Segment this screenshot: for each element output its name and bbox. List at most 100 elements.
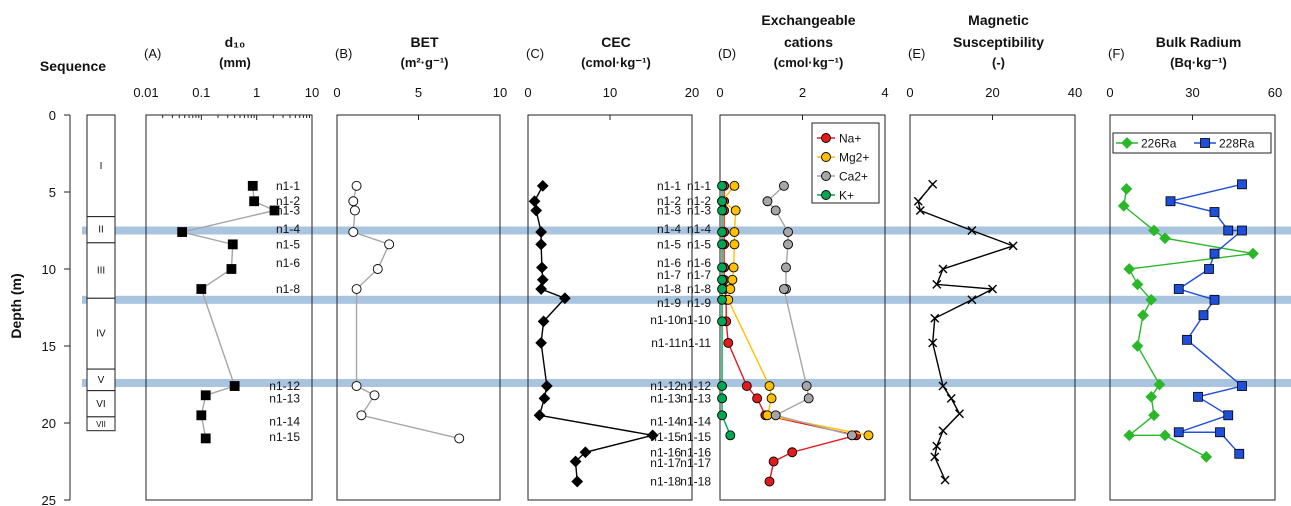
- sample-label: n1-7: [657, 268, 681, 282]
- data-point: [349, 205, 360, 216]
- sample-label: n1-16: [680, 445, 711, 459]
- data-point: [967, 226, 977, 235]
- data-point: [717, 393, 728, 404]
- panel-title: Magnetic: [968, 12, 1029, 28]
- data-point: [1145, 390, 1158, 403]
- sample-label: n1-13: [650, 391, 681, 405]
- sequence-unit-label: IV: [96, 329, 106, 340]
- legend-label: 226Ra: [1141, 137, 1177, 151]
- data-point: [725, 430, 736, 441]
- x-tick-label: 0: [906, 85, 913, 100]
- depth-tick-label: 5: [49, 185, 56, 200]
- data-point: [1237, 225, 1247, 236]
- x-tick-label: 1: [253, 85, 260, 100]
- sample-label: n1-3: [687, 203, 711, 217]
- x-tick-label: 10: [493, 85, 507, 100]
- sample-label: n1-14: [269, 414, 300, 428]
- plot-frame: [145, 114, 313, 501]
- sample-label: n1-6: [687, 256, 711, 270]
- x-tick-label: 0: [524, 85, 531, 100]
- data-point: [1237, 179, 1247, 190]
- data-point: [1223, 410, 1234, 421]
- panel-letter: (A): [144, 46, 161, 61]
- x-tick-label: 30: [1185, 85, 1199, 100]
- plot-frame: [909, 114, 1076, 501]
- panel-letter: (D): [718, 46, 736, 61]
- series-line: [1122, 188, 1254, 458]
- data-point: [930, 452, 940, 462]
- legend: Na+ Mg2+ Ca2+ K+: [811, 122, 880, 204]
- depth-axis: Depth (m) 0 5 10 15 20 25: [8, 108, 71, 506]
- sample-label: n1-1: [687, 179, 711, 193]
- data-point: [783, 239, 794, 250]
- data-point: [967, 295, 977, 305]
- data-point: [535, 337, 547, 349]
- data-point: [1204, 264, 1214, 274]
- sample-label: n1-6: [276, 256, 300, 270]
- data-point: [538, 392, 551, 405]
- data-point: [1193, 391, 1203, 402]
- panel-e: (E) Magnetic Susceptibility (-) 0 20 40: [906, 12, 1082, 501]
- x-tick-label: 10: [305, 85, 319, 100]
- data-point: [351, 284, 362, 294]
- data-point: [1182, 334, 1192, 345]
- data-point: [569, 455, 582, 468]
- sequence-unit-label: II: [98, 225, 104, 236]
- data-point: [1159, 429, 1171, 442]
- data-point: [535, 238, 547, 251]
- sequence-unit-label: V: [98, 375, 105, 386]
- data-point: [1234, 448, 1245, 459]
- sample-label: n1-17: [680, 456, 711, 470]
- data-point: [348, 196, 359, 207]
- data-point: [730, 205, 741, 216]
- panel-subtitle: (m²·g⁻¹): [400, 55, 448, 70]
- data-point: [200, 390, 211, 401]
- data-point: [536, 261, 548, 274]
- data-point: [535, 226, 547, 238]
- sample-label: n1-12: [269, 379, 300, 393]
- sequence-title: Sequence: [40, 58, 106, 74]
- sample-label: n1-17: [650, 456, 681, 470]
- depth-axis-label: Depth (m): [8, 273, 24, 338]
- sequence-unit-label: VI: [96, 399, 105, 410]
- sample-label: n1-16: [650, 445, 681, 459]
- data-point: [1008, 241, 1018, 251]
- panels: (A)d₁₀(mm)0.01 0.1 1 10n1-1n1-2n1-3n1-4n1-5…: [133, 12, 1282, 501]
- data-point: [646, 429, 659, 442]
- x-tick-label: 20: [685, 85, 699, 100]
- data-point: [1173, 427, 1184, 438]
- data-point: [717, 196, 728, 207]
- data-point: [1153, 378, 1166, 391]
- panel-title: d₁₀: [225, 34, 246, 50]
- data-point: [536, 179, 549, 192]
- data-point: [725, 284, 736, 294]
- panel-title: Bulk Radium: [1156, 34, 1242, 50]
- data-point: [770, 205, 781, 216]
- depth-tick-label: 25: [42, 493, 56, 506]
- sample-label: n1-4: [687, 222, 711, 236]
- sample-label: n1-4: [276, 222, 300, 236]
- data-point: [770, 410, 781, 421]
- sample-label: n1-9: [657, 296, 681, 310]
- sample-label: n1-8: [657, 282, 681, 296]
- data-point: [1148, 409, 1160, 422]
- depth-tick-label: 20: [42, 416, 56, 431]
- sample-label: n1-2: [657, 194, 681, 208]
- boundary-band-2: [82, 295, 1291, 304]
- data-point: [351, 381, 362, 391]
- data-point: [356, 410, 367, 421]
- panel-subtitle: (cmol·kg⁻¹): [581, 55, 651, 70]
- sample-label: n1-10: [650, 313, 681, 327]
- data-point: [729, 180, 740, 191]
- data-point: [249, 196, 260, 207]
- series-line: [352, 185, 460, 440]
- data-point: [778, 284, 789, 294]
- sequence-unit-label: III: [97, 266, 105, 277]
- sample-label: n1-13: [680, 391, 711, 405]
- panel-letter: (B): [335, 46, 352, 61]
- sample-label: n1-7: [687, 268, 711, 282]
- data-point: [787, 447, 798, 458]
- x-tick-label: 5: [415, 85, 422, 100]
- legend-label: 228Ra: [1219, 137, 1255, 151]
- sample-label: n1-18: [650, 475, 681, 489]
